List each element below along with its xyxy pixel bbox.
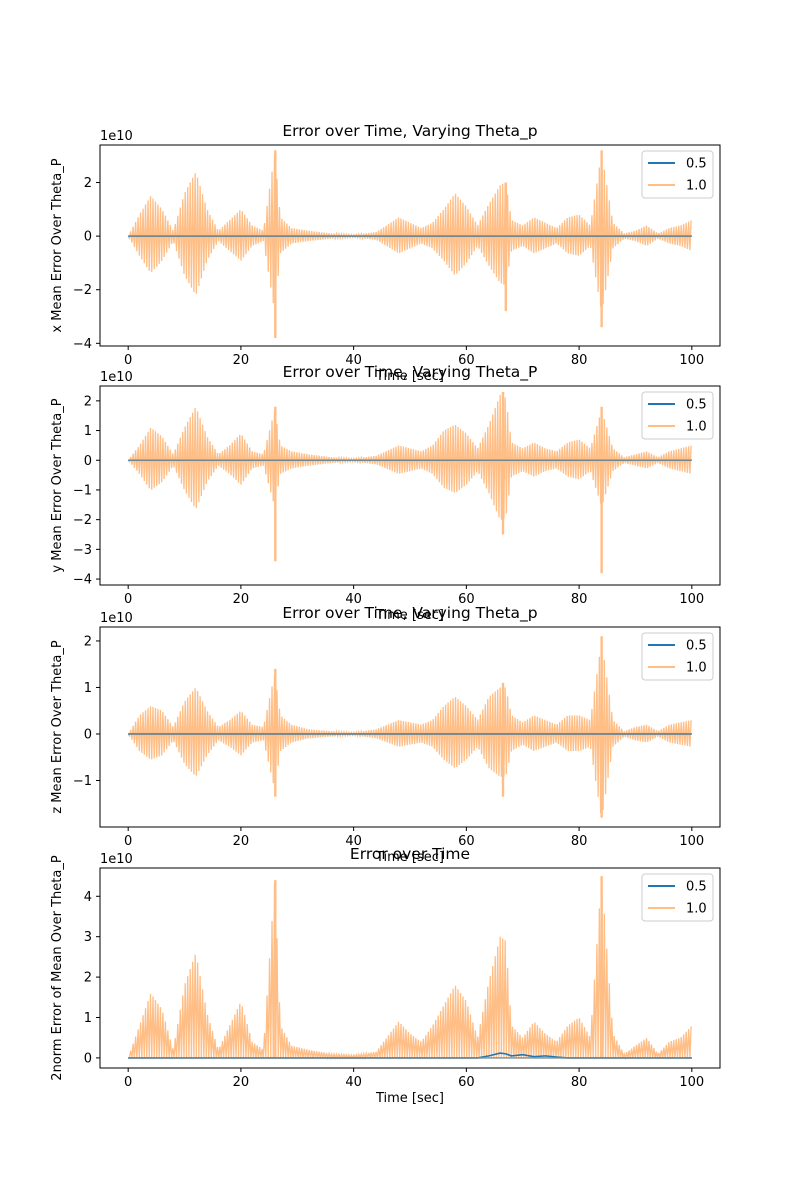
x-tick-label: 20 <box>233 1075 250 1090</box>
y-axis-label: z Mean Error Over Theta_P <box>50 640 65 813</box>
axes-frame <box>99 867 721 1069</box>
y-tick-label: 0 <box>84 727 92 742</box>
x-tick-label: 80 <box>571 1075 588 1090</box>
chart-title: Error over Time, Varying Theta_P <box>283 363 538 382</box>
series-1.0-line <box>127 394 692 520</box>
y-axis-label: y Mean Error Over Theta_P <box>50 398 65 572</box>
chart-panel-2: 0 20 40 60 80 100 −4 −3 −2 −1 0 1 2 1e10 Error over Ti… <box>50 363 721 623</box>
x-tick-label: 60 <box>458 353 475 368</box>
x-tick-label: 0 <box>124 353 132 368</box>
chart-panel-3: 0 20 40 60 80 100 −1 0 1 2 1e10 Error over Time, Va… <box>50 604 721 865</box>
x-tick-label: 0 <box>124 1075 132 1090</box>
x-tick-label: 40 <box>345 1075 362 1090</box>
y-tick-label: −4 <box>73 573 92 588</box>
x-tick-label: 0 <box>124 592 132 607</box>
x-tick-label: 20 <box>233 592 250 607</box>
series-1.0-line <box>128 879 692 1061</box>
y-tick-label: 2 <box>84 394 92 409</box>
axes-frame <box>99 144 721 347</box>
y-tick-label: 0 <box>84 1051 92 1066</box>
y-tick-label: −4 <box>73 337 92 352</box>
y-axis-label: x Mean Error Over Theta_P <box>50 158 65 332</box>
legend-label-1.0: 1.0 <box>686 179 707 194</box>
x-tick-label: 80 <box>571 592 588 607</box>
chart-title: Error over Time, Varying Theta_p <box>282 604 537 623</box>
y-tick-label: 1 <box>84 681 92 696</box>
x-tick-label: 40 <box>345 592 362 607</box>
legend-label-1.0: 1.0 <box>686 902 707 917</box>
plot-area <box>127 636 692 818</box>
y-axis-label: 2norm Error of Mean Over Theta_P <box>50 855 65 1081</box>
y-tick-label: 4 <box>84 890 92 905</box>
x-axis-label: Time [sec] <box>375 608 444 623</box>
x-tick-label: 40 <box>345 834 362 849</box>
y-tick-label: −3 <box>73 543 92 558</box>
x-axis-label: Time [sec] <box>375 1091 444 1106</box>
x-tick-label: 0 <box>124 834 132 849</box>
axes-frame <box>99 385 721 586</box>
plot-area <box>127 391 692 574</box>
legend-label-0.5: 0.5 <box>686 639 707 654</box>
legend-label-1.0: 1.0 <box>686 420 707 435</box>
x-tick-label: 60 <box>458 592 475 607</box>
legend: 0.51.0 <box>641 632 714 681</box>
y-tick-label: 0 <box>84 454 92 469</box>
chart-title: Error over Time, Varying Theta_p <box>282 122 537 141</box>
legend: 0.51.0 <box>641 150 714 199</box>
chart-title: Error over Time <box>350 845 470 863</box>
x-tick-label: 20 <box>233 353 250 368</box>
y-tick-label: 2 <box>84 971 92 986</box>
x-axis-label: Time [sec] <box>375 850 444 865</box>
legend-label-1.0: 1.0 <box>686 661 707 676</box>
series-1.0-line <box>127 154 692 307</box>
legend-label-0.5: 0.5 <box>686 880 707 895</box>
legend-label-0.5: 0.5 <box>686 157 707 172</box>
series-1.0-line <box>127 642 692 814</box>
y-tick-label: 0 <box>84 230 92 245</box>
plot-area <box>128 876 692 1061</box>
x-tick-label: 20 <box>233 834 250 849</box>
offset-label: 1e10 <box>100 129 133 144</box>
x-tick-label: 80 <box>571 353 588 368</box>
offset-label: 1e10 <box>100 852 133 867</box>
x-tick-label: 100 <box>679 834 704 849</box>
x-tick-label: 60 <box>458 834 475 849</box>
x-tick-label: 40 <box>345 353 362 368</box>
legend: 0.51.0 <box>641 391 714 440</box>
y-tick-label: −1 <box>73 774 92 789</box>
y-tick-label: 1 <box>84 424 92 439</box>
y-tick-label: −2 <box>73 283 92 298</box>
legend: 0.51.0 <box>641 873 714 922</box>
x-tick-label: 100 <box>679 1075 704 1090</box>
y-tick-label: 2 <box>84 176 92 191</box>
y-tick-label: 2 <box>84 634 92 649</box>
x-tick-label: 100 <box>679 353 704 368</box>
y-tick-label: 1 <box>84 1011 92 1026</box>
x-tick-label: 60 <box>458 1075 475 1090</box>
y-tick-label: 3 <box>84 930 92 945</box>
y-tick-label: −1 <box>73 483 92 498</box>
x-tick-label: 80 <box>571 834 588 849</box>
x-axis-label: Time [sec] <box>375 369 444 384</box>
offset-label: 1e10 <box>100 611 133 626</box>
y-tick-label: −2 <box>73 513 92 528</box>
axes-frame <box>99 626 721 828</box>
chart-panel-1: 0 20 40 60 80 100 −4 −2 0 2 1e10 Error over Time, V… <box>50 122 721 384</box>
legend-label-0.5: 0.5 <box>686 398 707 413</box>
plot-area <box>127 150 692 338</box>
offset-label: 1e10 <box>100 370 133 385</box>
x-tick-label: 100 <box>679 592 704 607</box>
